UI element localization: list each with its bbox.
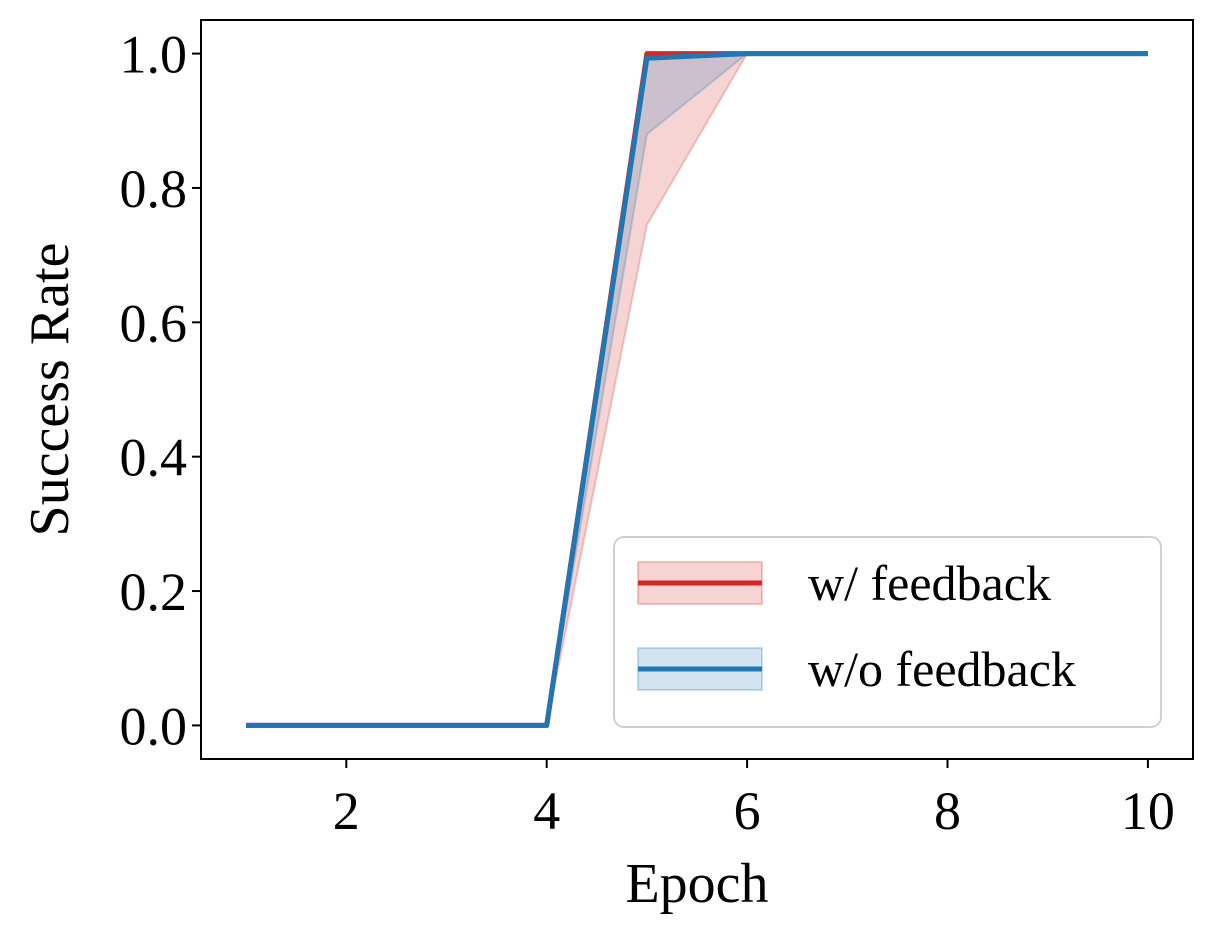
- x-tick-label: 8: [934, 781, 961, 841]
- y-tick-label: 0.4: [120, 428, 188, 488]
- legend: w/ feedback w/o feedback: [613, 536, 1162, 728]
- y-tick-label: 1.0: [120, 25, 188, 85]
- x-tick-label: 10: [1121, 781, 1175, 841]
- y-tick-label: 0.6: [120, 293, 188, 353]
- x-axis-label: Epoch: [625, 853, 768, 915]
- plot-frame: [200, 19, 1194, 760]
- line-series-2: [246, 51, 1148, 728]
- legend-label: w/ feedback: [808, 555, 1051, 611]
- y-axis-label: Success Rate: [19, 243, 81, 537]
- x-tick-label: 6: [734, 781, 761, 841]
- x-tick-label: 2: [333, 781, 360, 841]
- x-axis: 2 4 6 8 10: [333, 759, 1175, 841]
- y-axis: 0.0 0.2 0.4 0.6 0.8 1.0: [120, 25, 201, 756]
- series-lines: [246, 51, 1148, 728]
- y-tick-label: 0.0: [120, 696, 188, 756]
- x-tick-label: 4: [533, 781, 560, 841]
- y-tick-label: 0.8: [120, 159, 188, 219]
- legend-label: w/o feedback: [808, 641, 1076, 697]
- y-tick-label: 0.2: [120, 562, 188, 622]
